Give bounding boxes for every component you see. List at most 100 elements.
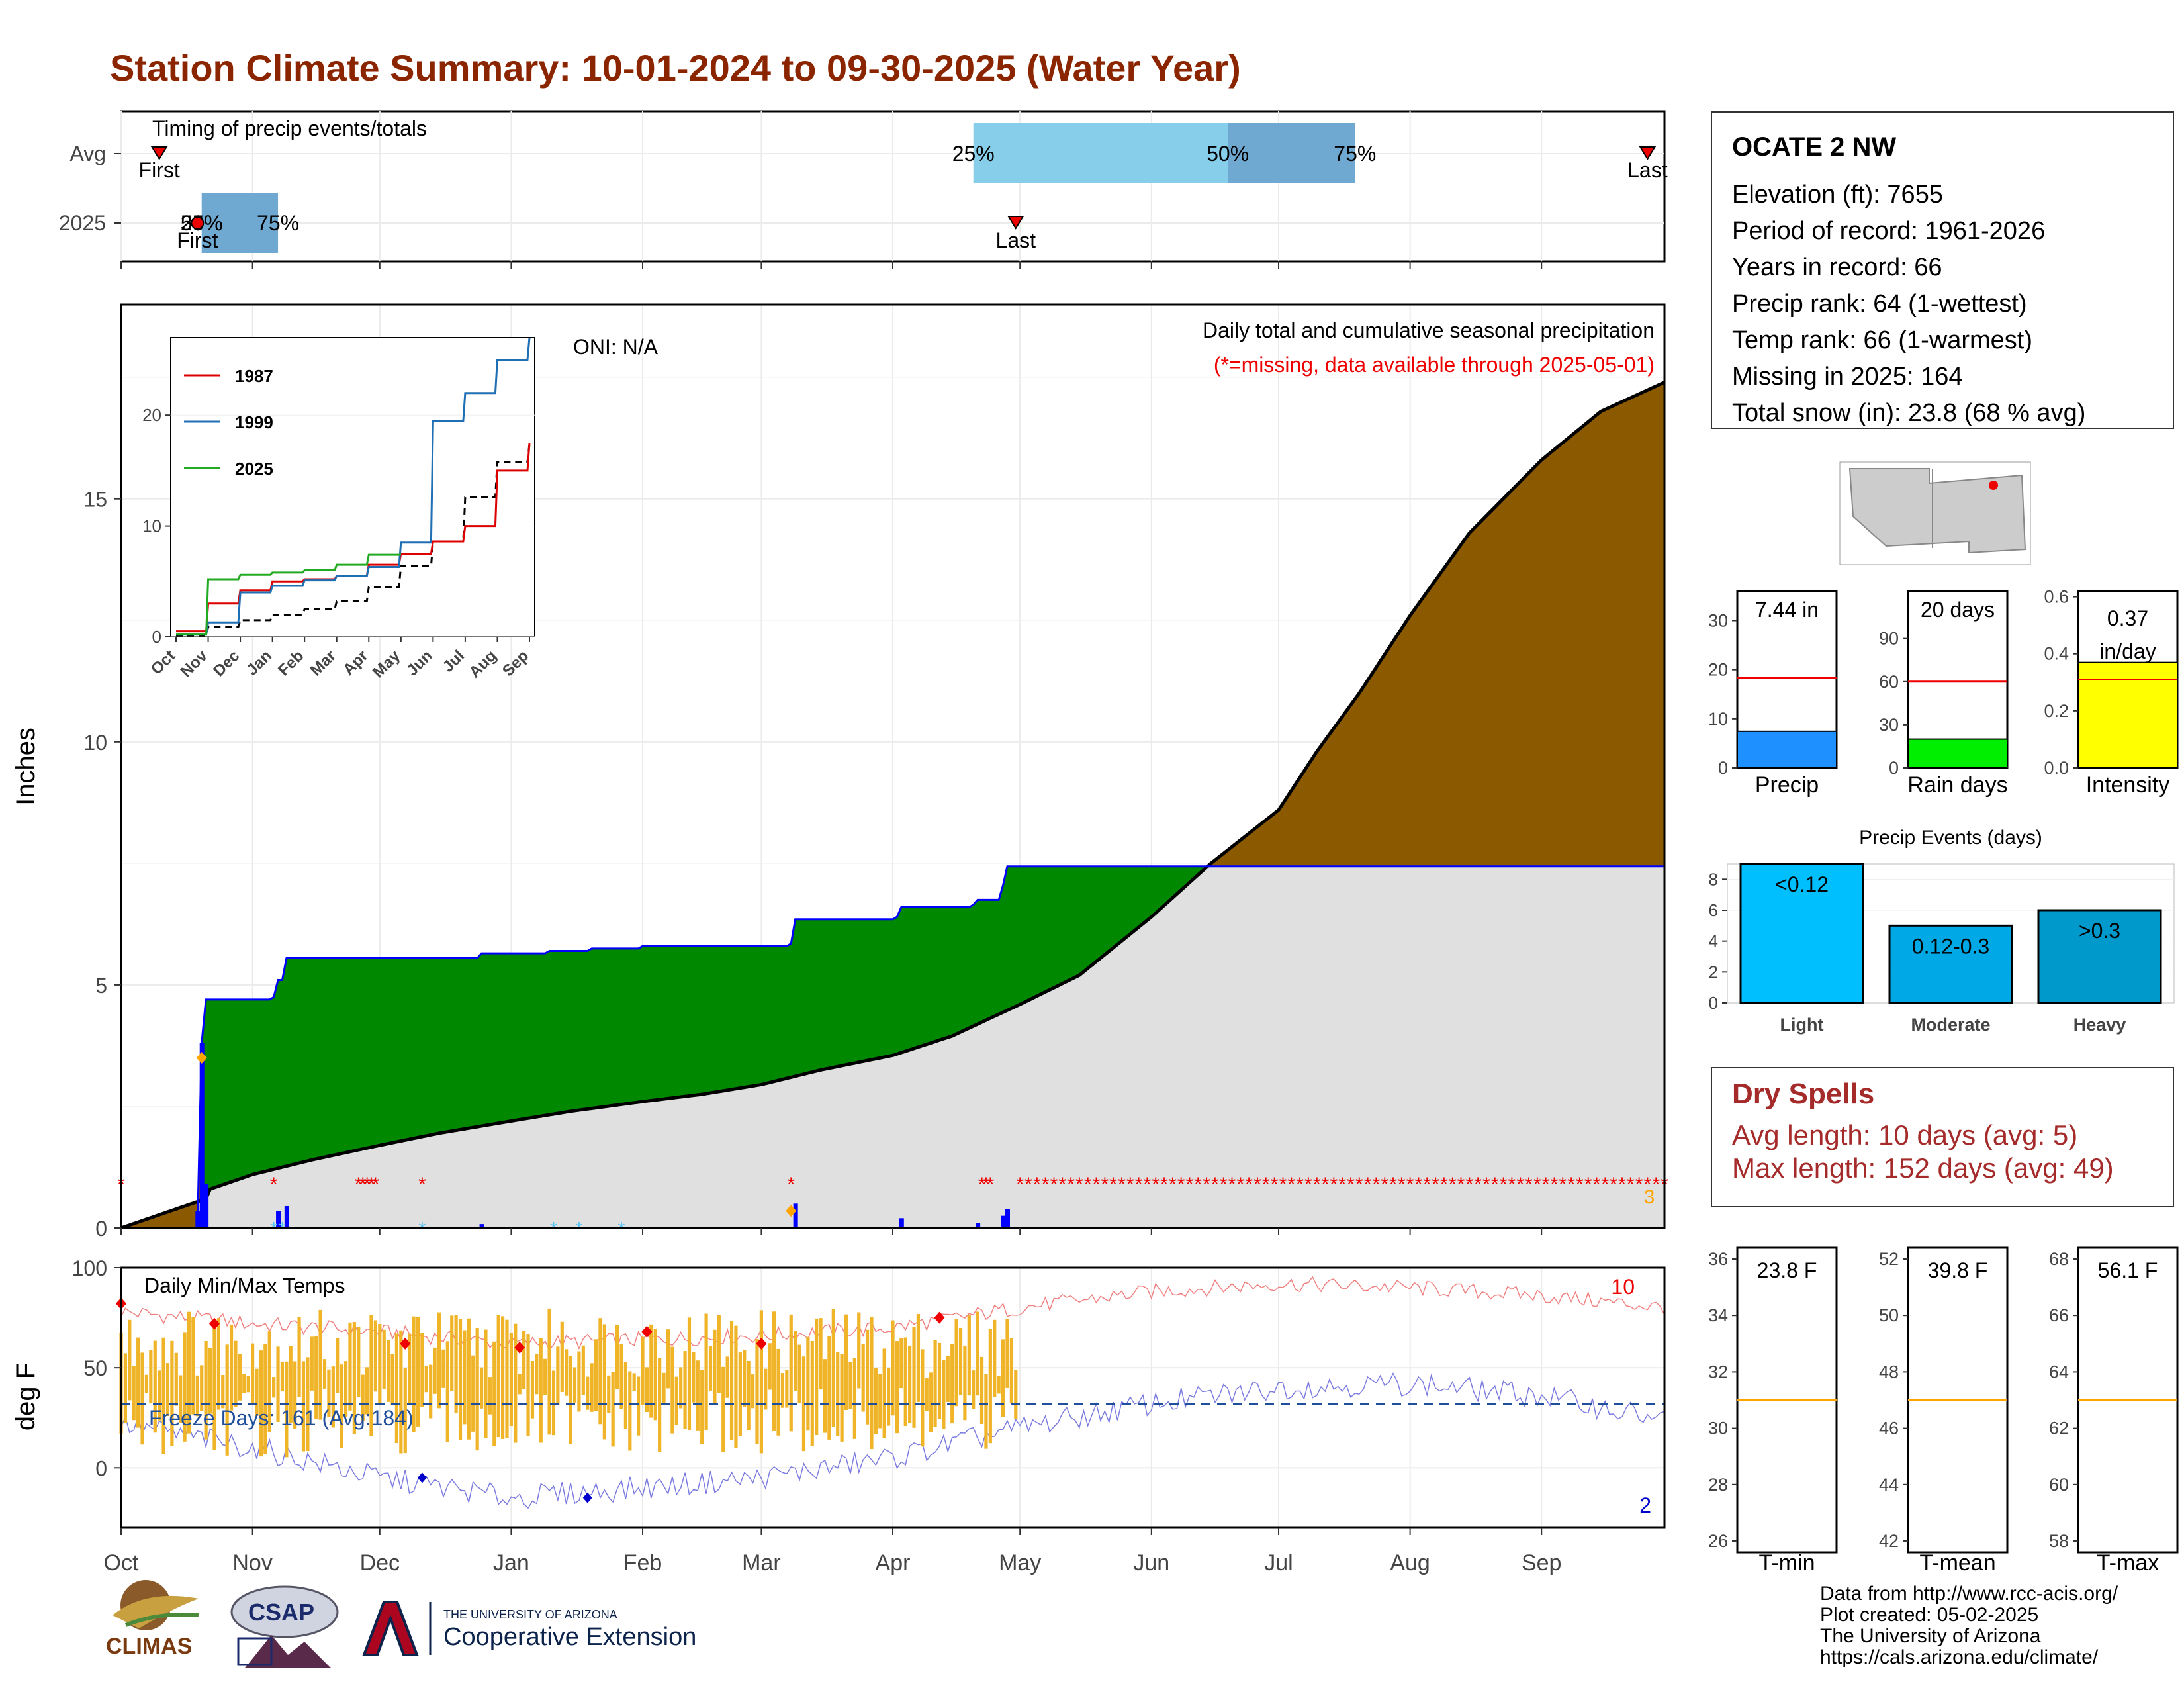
temp-daily-bar [848, 1362, 852, 1409]
temp-stat-y-tick-label: 50 [1879, 1305, 1899, 1325]
precip-missing-marker: * [1567, 1174, 1575, 1196]
temp-daily-bar [1001, 1339, 1005, 1417]
precip-missing-marker: * [1389, 1174, 1397, 1196]
temp-daily-bar [535, 1353, 539, 1395]
temp-daily-bar [212, 1325, 216, 1450]
precip-missing-marker: * [1024, 1174, 1032, 1196]
temp-daily-bar [479, 1367, 484, 1409]
precip-missing-note: (*=missing, data available through 2025-… [1214, 353, 1655, 377]
temp-daily-bar [729, 1321, 734, 1440]
temp-daily-bar [755, 1339, 759, 1445]
temp-daily-bar [454, 1315, 458, 1413]
stat-value-label: 7.44 in [1755, 598, 1819, 622]
temp-daily-bar [946, 1356, 950, 1402]
stat-value-label: 0.37 [2107, 606, 2148, 630]
precip-missing-marker: * [1075, 1174, 1083, 1196]
temp-daily-bar [471, 1355, 475, 1432]
precip-missing-marker: * [1313, 1174, 1321, 1196]
csap-bars-icon [237, 1637, 273, 1666]
precip-daily-bar [976, 1223, 981, 1228]
temp-daily-bar [293, 1361, 297, 1429]
temp-daily-bar [687, 1317, 692, 1430]
precip-count-label: 3 [1644, 1186, 1655, 1208]
temp-daily-bar [306, 1357, 310, 1452]
precip-missing-marker: * [1118, 1174, 1126, 1196]
temp-daily-bar [1014, 1370, 1018, 1420]
temp-daily-bar [768, 1343, 772, 1390]
temp-daily-bar [912, 1326, 916, 1428]
precip-missing-marker: * [1016, 1174, 1024, 1196]
precip-missing-marker: * [1644, 1174, 1652, 1196]
stat-y-tick-label: 10 [1708, 709, 1728, 729]
precip-missing-marker: * [1423, 1174, 1431, 1196]
temp-y-tick-label: 0 [95, 1456, 107, 1480]
temp-daily-bar [365, 1367, 369, 1415]
precip-y-axis-label: Inches [11, 727, 40, 806]
temp-daily-bar [751, 1374, 755, 1409]
temp-panel-caption: Daily Min/Max Temps [144, 1274, 345, 1297]
precip-missing-marker: * [982, 1174, 990, 1196]
temp-daily-bar [221, 1375, 225, 1409]
events-y-tick-label: 6 [1709, 900, 1718, 920]
precip-daily-bar [204, 1184, 209, 1228]
temp-daily-bar [886, 1368, 891, 1426]
temp-freeze-days: Freeze Days: 161 (Avg:184) [149, 1406, 414, 1430]
temp-stat-value: 56.1 F [2098, 1258, 2158, 1282]
temp-daily-bar [378, 1323, 382, 1404]
temp-daily-bar [390, 1354, 394, 1405]
temp-daily-bar [179, 1375, 183, 1423]
temp-daily-bar [361, 1374, 365, 1421]
precip-panel-caption: Daily total and cumulative seasonal prec… [1203, 318, 1655, 342]
x-axis-month-label: Jun [1133, 1550, 1169, 1575]
events-category-label: Heavy [2073, 1015, 2126, 1035]
temp-daily-bar [208, 1348, 212, 1414]
temp-stat-y-tick-label: 66 [2049, 1305, 2069, 1325]
precip-obs-line [121, 865, 1664, 1229]
precip-missing-marker: * [1084, 1174, 1092, 1196]
precip-daily-bar [284, 1205, 289, 1228]
precip-missing-marker: * [355, 1174, 363, 1196]
precip-missing-marker: * [1287, 1174, 1295, 1196]
temp-daily-bar [445, 1341, 449, 1442]
temp-daily-bar [586, 1376, 590, 1410]
precip-missing-marker: * [1347, 1174, 1355, 1196]
events-y-tick-label: 4 [1709, 931, 1718, 951]
temp-daily-bar [963, 1345, 967, 1421]
temp-record-low-marker [582, 1492, 592, 1503]
temp-stat-y-tick-label: 60 [2049, 1475, 2069, 1495]
precip-missing-marker: * [1093, 1174, 1101, 1196]
precip-missing-marker: * [1508, 1174, 1516, 1196]
temp-daily-bar [598, 1318, 602, 1425]
temp-daily-bar [340, 1364, 343, 1448]
station-name: OCATE 2 NW [1732, 132, 1897, 162]
temp-stat-label: T-max [2097, 1550, 2159, 1575]
temp-daily-bar [878, 1374, 882, 1429]
credit-line-url: https://cals.arizona.edu/climate/ [1820, 1646, 2099, 1668]
temp-daily-bar [840, 1354, 844, 1442]
temp-daily-bar [289, 1346, 293, 1423]
temp-daily-bar [937, 1342, 942, 1419]
ua-logo: THE UNIVERSITY OF ARIZONA Cooperative Ex… [362, 1601, 696, 1656]
temp-daily-bar [195, 1375, 199, 1417]
temp-daily-bar [170, 1340, 174, 1447]
temp-daily-bar [747, 1361, 751, 1430]
temp-daily-bar [874, 1368, 878, 1434]
precip-missing-marker: * [1144, 1174, 1152, 1196]
temp-daily-bar [318, 1309, 322, 1420]
precip-daily-bar [793, 1203, 798, 1228]
inset-y-tick-label: 20 [142, 405, 161, 425]
timing-2025-first-marker [191, 216, 205, 230]
temp-daily-bar [322, 1359, 327, 1389]
temp-daily-bar [725, 1356, 729, 1398]
precip-missing-marker: * [1330, 1174, 1338, 1196]
events-bar-heavy [2037, 909, 2162, 1004]
temp-daily-bar [522, 1331, 526, 1389]
precip-daily-bar [1005, 1209, 1010, 1228]
temp-daily-bar [420, 1333, 424, 1407]
events-bar-label: <0.12 [1775, 872, 1829, 896]
temp-daily-bar [272, 1377, 276, 1398]
temp-daily-bar [238, 1354, 242, 1401]
credits: Data from http://www.rcc-acis.org/ Plot … [1820, 1583, 2118, 1668]
precip-missing-marker: * [1169, 1174, 1177, 1196]
temp-daily-bar [331, 1366, 335, 1428]
